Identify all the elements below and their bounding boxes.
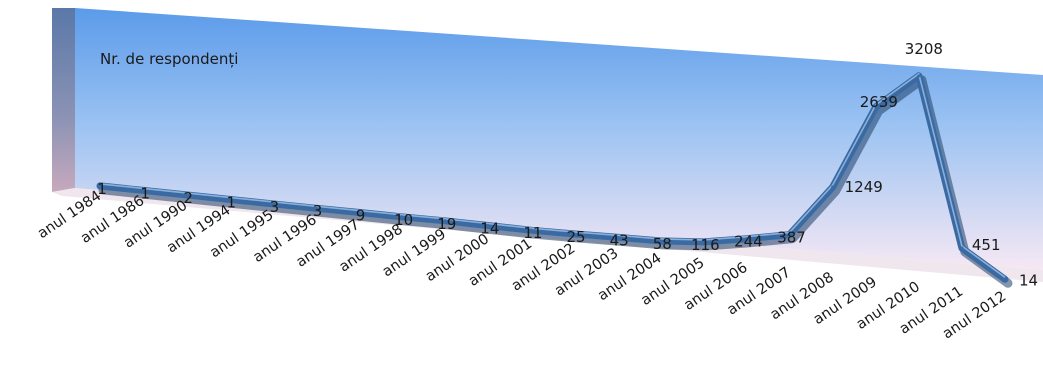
data-label: 387 xyxy=(777,229,806,247)
data-label: 244 xyxy=(734,233,763,251)
data-point xyxy=(960,246,964,250)
data-point xyxy=(270,202,274,206)
back-wall xyxy=(75,8,1043,270)
data-point xyxy=(572,232,576,236)
data-label: 1 xyxy=(227,193,237,211)
data-label: 14 xyxy=(1019,271,1038,289)
data-point xyxy=(658,239,662,243)
data-label: 3 xyxy=(270,198,280,216)
data-point xyxy=(1003,277,1007,281)
data-label: 3 xyxy=(313,202,323,220)
data-point xyxy=(357,210,361,214)
data-label: 9 xyxy=(356,206,366,224)
data-label: 25 xyxy=(567,228,586,246)
data-label: 1 xyxy=(97,180,107,198)
data-label: 2 xyxy=(183,189,193,207)
data-point xyxy=(184,193,188,197)
data-point xyxy=(831,185,835,189)
data-point xyxy=(141,188,145,192)
data-label: 2639 xyxy=(860,93,898,111)
data-point xyxy=(443,219,447,223)
data-label: 19 xyxy=(437,215,456,233)
data-label: 1 xyxy=(140,184,150,202)
series-line xyxy=(96,72,1009,283)
data-label: 451 xyxy=(972,236,1001,254)
side-wall xyxy=(52,8,75,192)
data-label: 3208 xyxy=(905,40,943,58)
data-point xyxy=(744,237,748,241)
data-label: 11 xyxy=(523,224,542,242)
data-point xyxy=(701,240,705,244)
data-label: 116 xyxy=(691,236,720,254)
data-point xyxy=(874,105,878,109)
series-label: Nr. de respondenți xyxy=(100,50,238,68)
data-label: 10 xyxy=(394,211,413,229)
data-point xyxy=(98,184,102,188)
data-point xyxy=(486,224,490,228)
data-point xyxy=(788,233,792,237)
data-point xyxy=(227,197,231,201)
series-line-shadow xyxy=(98,75,1013,288)
data-point xyxy=(313,206,317,210)
data-point xyxy=(400,215,404,219)
data-label: 14 xyxy=(480,220,499,238)
data-point xyxy=(529,228,533,232)
data-label: 58 xyxy=(653,235,672,253)
data-label: 43 xyxy=(610,231,629,249)
data-label: 1249 xyxy=(845,178,883,196)
series-line-highlight xyxy=(99,73,1006,278)
data-point xyxy=(917,74,921,78)
data-point xyxy=(615,235,619,239)
